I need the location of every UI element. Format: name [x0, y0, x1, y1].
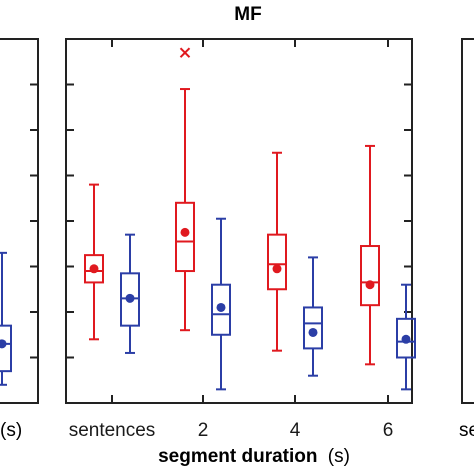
left-panel: (s) [0, 38, 39, 441]
x-axis-ticks [111, 39, 389, 403]
outlier-marker [179, 47, 191, 58]
box-body [175, 201, 195, 273]
box-body [303, 306, 323, 350]
mean-marker [272, 264, 282, 274]
box-body [396, 317, 416, 359]
right-panel-xlabel-fragment: se [459, 420, 474, 441]
box-body [84, 254, 104, 284]
boxes-layer [84, 47, 416, 391]
mean-marker [180, 227, 190, 237]
mean-marker [365, 280, 375, 290]
x-tick-label: 2 [198, 420, 209, 441]
chart-title: MF [234, 4, 261, 25]
box [84, 183, 104, 341]
box [396, 283, 416, 391]
left-panel-ticks [30, 83, 38, 359]
box [267, 151, 287, 352]
box [175, 47, 195, 332]
box-body [120, 272, 140, 327]
box [211, 217, 231, 391]
main-panel: MF sentences 2 4 6 segment duration (s) [65, 4, 416, 467]
box-body [267, 233, 287, 291]
mean-marker [0, 339, 7, 349]
box-body [360, 245, 380, 307]
mean-marker [125, 293, 135, 303]
mean-marker [89, 264, 99, 274]
right-panel-frame [461, 38, 474, 404]
x-tick-labels: sentences 2 4 6 [69, 420, 394, 441]
y-axis-ticks [66, 83, 412, 359]
x-tick-label: sentences [69, 420, 156, 441]
left-panel-boxes [0, 251, 12, 386]
box-body [0, 324, 12, 373]
box [360, 144, 380, 366]
mean-marker [308, 327, 318, 337]
x-axis-label-main: segment duration [158, 446, 317, 467]
x-tick-label: 6 [383, 420, 394, 441]
mean-marker [401, 334, 411, 344]
box [120, 233, 140, 354]
box [0, 251, 12, 386]
x-axis-label: segment duration (s) [158, 446, 350, 467]
left-panel-xlabel-fragment: (s) [0, 420, 22, 441]
mean-marker [216, 302, 226, 312]
box-body [211, 283, 231, 336]
box [303, 256, 323, 377]
right-panel: se [459, 38, 474, 441]
x-axis-label-unit: (s) [328, 446, 350, 467]
plot-frame [65, 38, 413, 404]
x-tick-label: 4 [290, 420, 301, 441]
